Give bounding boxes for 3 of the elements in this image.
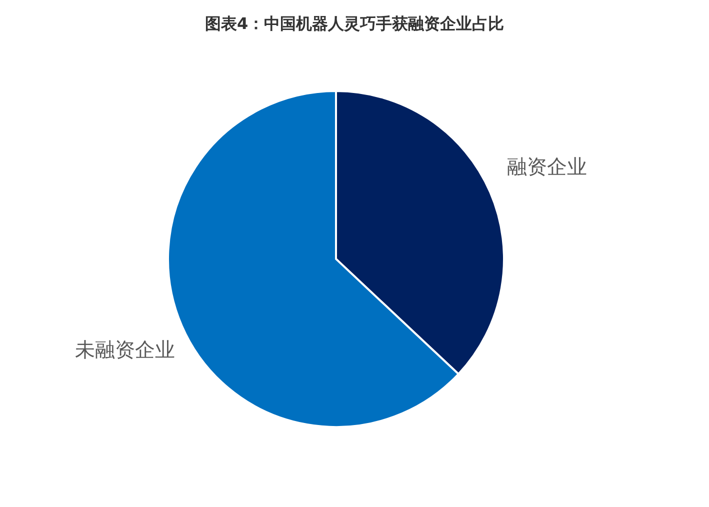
slice-label: 融资企业 [507, 154, 588, 179]
slice-label: 未融资企业 [74, 337, 175, 362]
chart-title: 图表4：中国机器人灵巧手获融资企业占比 [204, 14, 504, 33]
